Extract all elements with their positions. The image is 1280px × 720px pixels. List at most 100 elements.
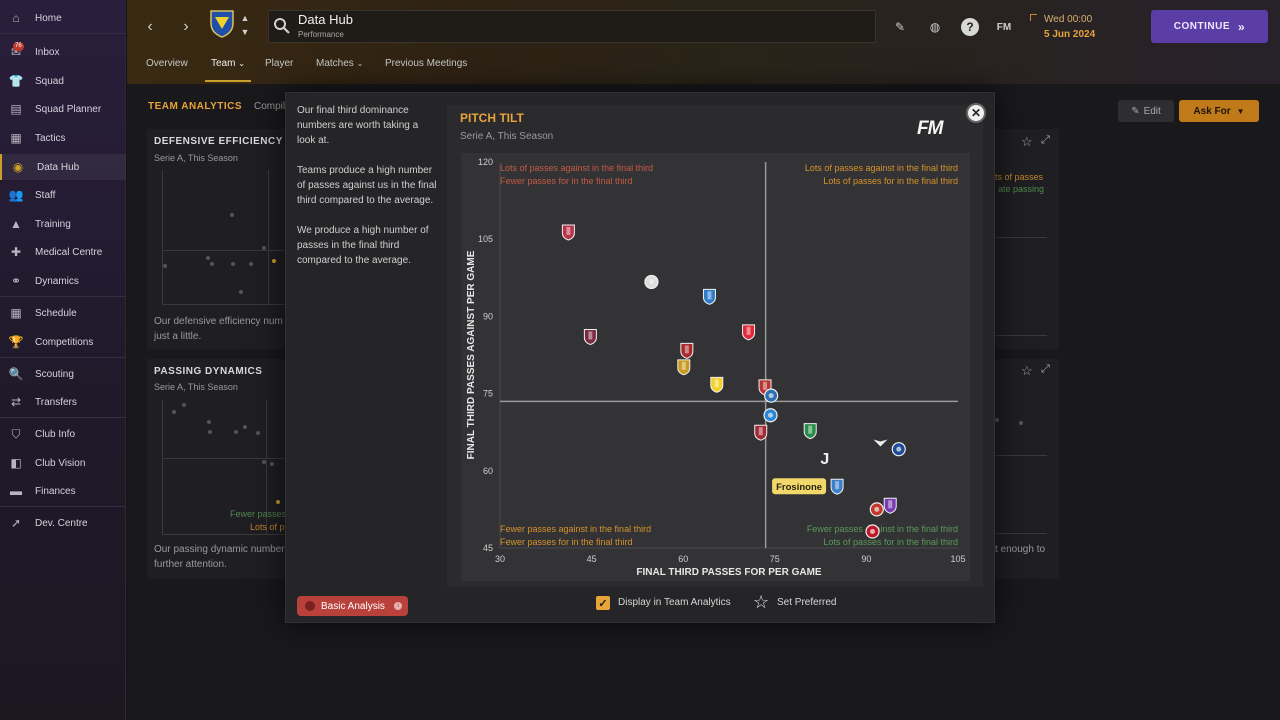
club-badge-detail xyxy=(896,446,902,452)
back-button[interactable]: ‹ xyxy=(140,17,160,37)
sidebar-item-home[interactable]: ⌂ Home xyxy=(0,5,126,31)
ask-for-label: Ask For xyxy=(1193,105,1231,117)
basic-analysis-label: Basic Analysis xyxy=(321,600,385,612)
ask-for-button[interactable]: Ask For ▼ xyxy=(1179,100,1259,122)
plot-dot xyxy=(262,246,266,250)
club-badge-detail xyxy=(874,506,880,512)
date-time: Wed 00:00 xyxy=(1044,14,1093,25)
plot-line xyxy=(162,458,287,459)
expand-icon[interactable]: ⤢ xyxy=(1041,134,1050,146)
right-snippet-3: t enough to xyxy=(995,544,1046,555)
sidebar-item-scouting[interactable]: 🔍 Scouting xyxy=(0,361,126,387)
sidebar-item-club-info[interactable]: ⛉ Club Info xyxy=(0,421,126,447)
club-badge-detail xyxy=(888,500,893,509)
defensive-mini-plot xyxy=(162,170,287,305)
section-title-rest: Compil xyxy=(254,101,286,112)
sidebar-item-label: Club Vision xyxy=(35,457,86,469)
set-preferred-label[interactable]: Set Preferred xyxy=(777,597,837,608)
checkmark-icon: ✓ xyxy=(598,597,608,610)
plot-dot-highlight xyxy=(272,259,276,263)
sidebar-item-label: Squad Planner xyxy=(35,103,102,115)
sidebar-item-squad[interactable]: 👕 Squad xyxy=(0,68,126,94)
plot-dot xyxy=(995,418,999,422)
club-badge-shape xyxy=(583,328,597,345)
display-in-team-analytics-checkbox[interactable]: ✓ xyxy=(596,596,610,610)
chevron-up-icon[interactable]: ▲ xyxy=(240,13,250,23)
club-badge-point xyxy=(763,408,778,423)
edit-button[interactable]: ✎ Edit xyxy=(1118,100,1174,122)
plot-dot xyxy=(172,410,176,414)
sidebar-item-schedule[interactable]: ▦ Schedule xyxy=(0,300,126,326)
x-tick-label: 105 xyxy=(950,554,965,564)
sidebar-divider xyxy=(0,296,126,297)
club-badge-shape xyxy=(883,497,897,514)
sidebar-item-label: Finances xyxy=(35,485,76,497)
club-badge-point xyxy=(644,274,659,290)
plot-line xyxy=(162,250,287,251)
tab-previous-meetings[interactable]: Previous Meetings xyxy=(385,58,468,69)
sidebar-item-medical-centre[interactable]: ✚ Medical Centre xyxy=(0,239,126,265)
club-badge-point xyxy=(583,328,597,345)
chart-subtitle: Serie A, This Season xyxy=(460,131,554,142)
fm-menu-button[interactable]: FM xyxy=(996,21,1012,33)
vision-icon: ◧ xyxy=(10,456,22,470)
staff-icon: 👥 xyxy=(8,188,24,202)
tab-player[interactable]: Player xyxy=(265,58,294,69)
sidebar-item-label: Scouting xyxy=(35,368,74,380)
sidebar-item-label: Squad xyxy=(35,75,64,87)
chevron-down-icon: ▼ xyxy=(1236,106,1245,116)
tab-overview[interactable]: Overview xyxy=(146,58,188,69)
search-bar[interactable] xyxy=(268,10,876,43)
quadrant-label: Fewer passes against in the final third xyxy=(500,524,651,534)
plot-dot xyxy=(1019,421,1023,425)
transfer-icon: ⇄ xyxy=(10,395,22,409)
sidebar-item-dynamics[interactable]: ⚭ Dynamics xyxy=(0,268,126,294)
plot-dot xyxy=(234,430,238,434)
continue-button[interactable]: CONTINUE » xyxy=(1151,10,1268,43)
continue-label: CONTINUE xyxy=(1173,21,1231,32)
plot-line xyxy=(266,400,267,535)
chevron-left-icon: ‹ xyxy=(147,18,153,35)
tactics-icon: ▦ xyxy=(10,131,22,145)
help-icon[interactable]: ? xyxy=(961,18,979,36)
edit-pencil-icon[interactable]: ✎ xyxy=(894,20,906,34)
sidebar-item-transfers[interactable]: ⇄ Transfers xyxy=(0,389,126,415)
sidebar-item-training[interactable]: ▲ Training xyxy=(0,211,126,237)
star-icon[interactable]: ☆ xyxy=(1021,363,1033,378)
chevron-down-icon[interactable]: ▼ xyxy=(240,27,250,37)
sidebar-item-data-hub[interactable]: ◉ Data Hub xyxy=(0,154,126,180)
quadrant-label: Lots of passes for in the final third xyxy=(823,176,958,186)
plot-dot xyxy=(206,256,210,260)
y-tick-label: 90 xyxy=(483,311,493,321)
basic-analysis-button[interactable]: Basic Analysis i xyxy=(297,596,408,616)
plot-line xyxy=(995,455,1047,456)
club-badge-point xyxy=(677,359,691,376)
sidebar-item-label: Home xyxy=(35,12,62,24)
plot-line xyxy=(995,335,1047,336)
sidebar-item-competitions[interactable]: 🏆 Competitions xyxy=(0,329,126,355)
tab-team[interactable]: Team ⌄ xyxy=(211,58,245,69)
club-badge-detail xyxy=(758,427,763,436)
sidebar-item-staff[interactable]: 👥 Staff xyxy=(0,182,126,208)
plot-dot xyxy=(239,290,243,294)
sidebar-divider xyxy=(0,357,126,358)
tab-matches[interactable]: Matches ⌄ xyxy=(316,58,363,69)
sidebar-item-label: Club Info xyxy=(35,428,76,440)
sidebar-item-squad-planner[interactable]: ▤ Squad Planner xyxy=(0,96,126,122)
club-badge-shape xyxy=(702,288,716,305)
sidebar-item-inbox[interactable]: ✉ 76 Inbox xyxy=(0,39,126,65)
close-button[interactable]: ✕ xyxy=(966,103,986,123)
sidebar-item-club-vision[interactable]: ◧ Club Vision xyxy=(0,450,126,476)
globe-icon[interactable]: ◍ xyxy=(929,20,941,34)
set-preferred-star-icon[interactable]: ☆ xyxy=(753,592,770,612)
club-crest-icon[interactable] xyxy=(209,9,235,39)
sidebar-item-finances[interactable]: ▬ Finances xyxy=(0,478,126,504)
plot-dot xyxy=(249,262,253,266)
forward-button[interactable]: › xyxy=(176,17,196,37)
sidebar-item-tactics[interactable]: ▦ Tactics xyxy=(0,125,126,151)
expand-icon[interactable]: ⤢ xyxy=(1041,363,1050,375)
defensive-efficiency-panel xyxy=(147,129,287,349)
sidebar-item-dev-centre[interactable]: ➚ Dev. Centre xyxy=(0,510,126,536)
star-icon[interactable]: ☆ xyxy=(1021,134,1033,149)
sidebar: ⌂ Home ✉ 76 Inbox 👕 Squad ▤ Squad Planner ▦ Ta… xyxy=(0,0,126,720)
